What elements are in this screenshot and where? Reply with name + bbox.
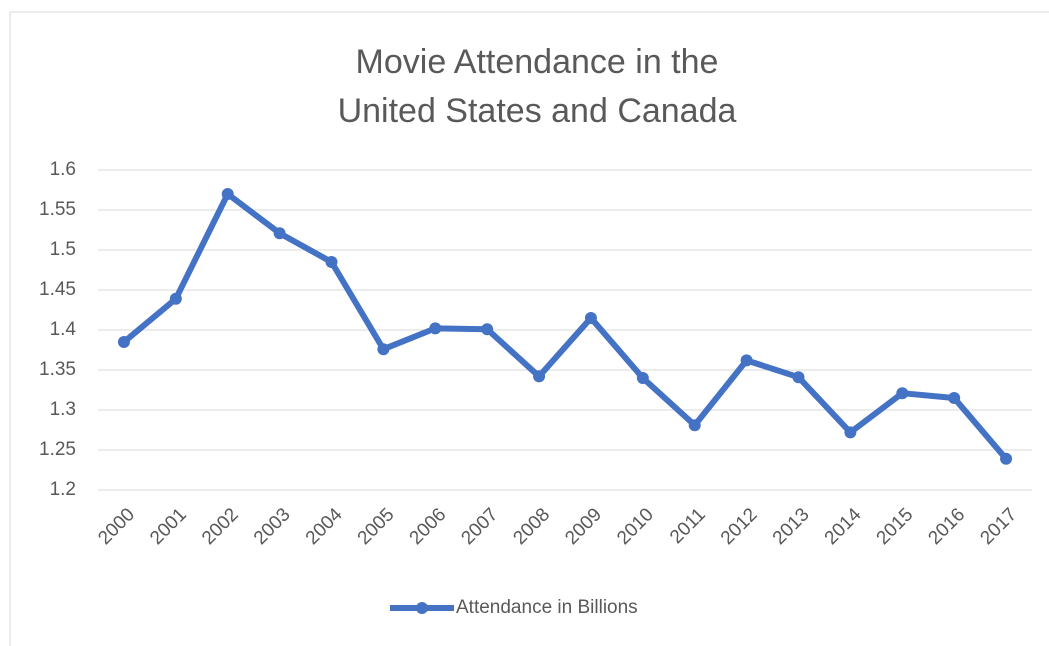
data-point [896,387,909,400]
legend-marker [416,602,428,614]
data-point [273,227,286,240]
y-tick-label: 1.35 [39,359,76,380]
chart-title: United States and Canada [338,92,737,130]
data-point [533,370,546,383]
y-tick-label: 1.45 [39,279,76,300]
data-line [122,191,1009,461]
y-tick-label: 1.4 [50,319,77,340]
y-tick-label: 1.2 [50,479,76,500]
data-point [481,323,494,336]
y-tick-label: 1.55 [39,199,76,220]
data-point [429,322,442,335]
data-point [740,354,753,367]
legend-label: Attendance in Billions [456,597,638,618]
data-point [169,292,182,305]
data-point [584,312,597,324]
data-point [1000,452,1013,465]
chart-title: Movie Attendance in the [356,43,719,81]
data-point [325,256,338,268]
y-tick-label: 1.5 [50,239,76,260]
y-tick-label: 1.25 [39,439,76,460]
y-tick-label: 1.6 [50,159,76,180]
y-tick-label: 1.3 [50,399,76,420]
data-point [792,371,805,384]
data-point [844,426,857,439]
data-point [377,343,390,356]
data-point [636,372,649,384]
data-point [948,392,961,404]
data-point [688,419,701,432]
chart-border [9,11,1049,646]
data-point [117,336,130,348]
data-point [221,188,234,200]
